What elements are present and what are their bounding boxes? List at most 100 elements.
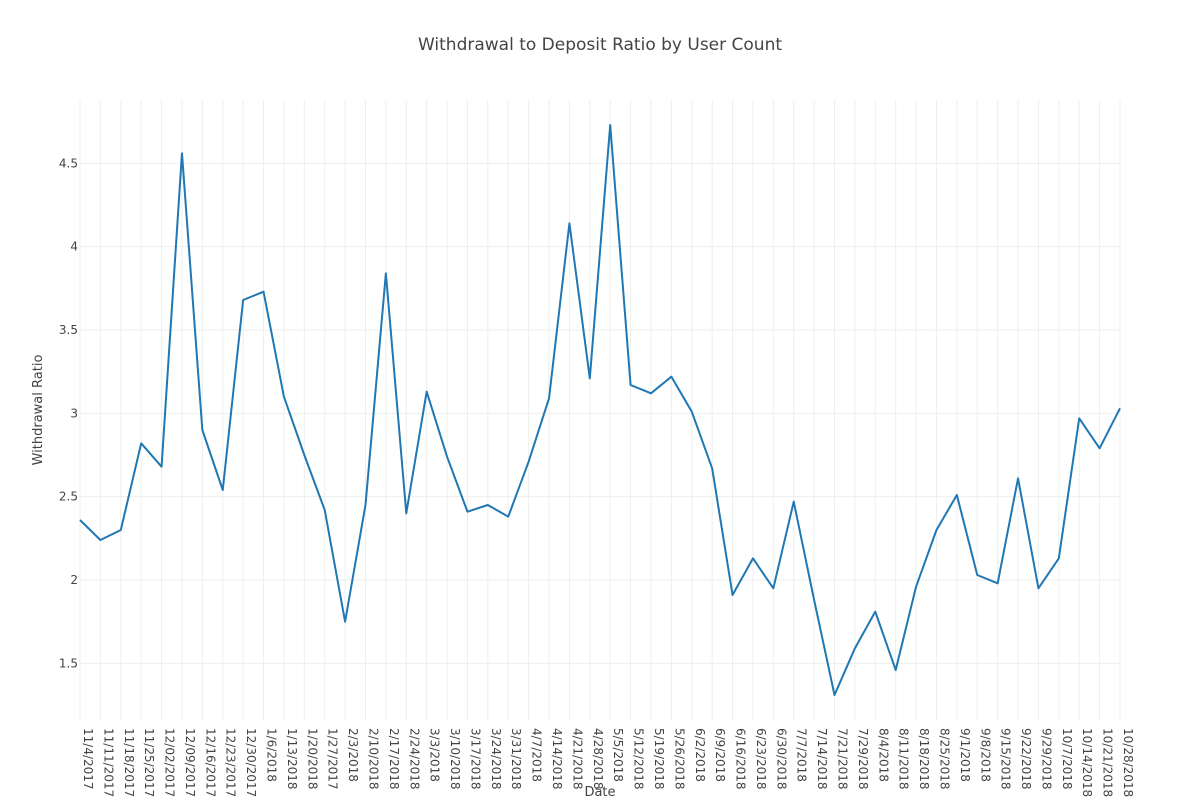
x-tick-label: 1/13/2018 bbox=[285, 728, 299, 790]
x-tick-label: 8/4/2018 bbox=[876, 728, 890, 782]
x-tick-label: 8/18/2018 bbox=[917, 728, 931, 790]
data-point[interactable] bbox=[342, 619, 348, 625]
data-point[interactable] bbox=[587, 375, 593, 381]
x-tick-labels: 11/4/2017 11/11/2017 11/18/2017 11/25/2017 1… bbox=[81, 728, 1135, 797]
chart-title: Withdrawal to Deposit Ratio by User Coun… bbox=[418, 35, 782, 55]
x-tick-label: 3/31/2018 bbox=[509, 728, 523, 790]
x-tick-label: 3/24/2018 bbox=[489, 728, 503, 790]
data-point[interactable] bbox=[566, 220, 572, 226]
y-tick-label: 3 bbox=[70, 406, 78, 420]
data-point[interactable] bbox=[546, 395, 552, 401]
data-point[interactable] bbox=[77, 517, 83, 523]
x-tick-label: 9/1/2018 bbox=[958, 728, 972, 782]
data-point[interactable] bbox=[118, 527, 124, 533]
data-point[interactable] bbox=[505, 514, 511, 520]
data-point[interactable] bbox=[485, 502, 491, 508]
data-point[interactable] bbox=[770, 585, 776, 591]
data-point[interactable] bbox=[179, 150, 185, 156]
data-point[interactable] bbox=[281, 394, 287, 400]
x-tick-label: 12/02/2017 bbox=[163, 728, 177, 797]
x-tick-label: 2/24/2018 bbox=[407, 728, 421, 790]
data-point[interactable] bbox=[995, 580, 1001, 586]
data-point[interactable] bbox=[709, 465, 715, 471]
data-point[interactable] bbox=[1097, 445, 1103, 451]
data-point[interactable] bbox=[1056, 555, 1062, 561]
data-point[interactable] bbox=[444, 454, 450, 460]
data-point[interactable] bbox=[424, 389, 430, 395]
x-tick-label: 11/18/2017 bbox=[122, 728, 136, 797]
x-tick-label: 1/20/2018 bbox=[305, 728, 319, 790]
x-tick-label: 6/9/2018 bbox=[713, 728, 727, 782]
data-point[interactable] bbox=[607, 122, 613, 128]
data-point[interactable] bbox=[1076, 415, 1082, 421]
x-tick-label: 4/28/2018 bbox=[591, 728, 605, 790]
x-tick-label: 9/8/2018 bbox=[978, 728, 992, 782]
y-tick-label: 4 bbox=[70, 240, 78, 254]
x-tick-label: 7/14/2018 bbox=[815, 728, 829, 790]
y-tick-label: 3.5 bbox=[59, 323, 78, 337]
x-tick-label: 9/22/2018 bbox=[1019, 728, 1033, 790]
data-point[interactable] bbox=[750, 555, 756, 561]
series-line bbox=[79, 124, 1121, 696]
x-tick-label: 2/17/2018 bbox=[387, 728, 401, 790]
data-point[interactable] bbox=[322, 507, 328, 513]
data-point[interactable] bbox=[1015, 475, 1021, 481]
x-tick-label: 9/29/2018 bbox=[1039, 728, 1053, 790]
x-tick-label: 11/4/2017 bbox=[81, 728, 95, 790]
data-point[interactable] bbox=[261, 289, 267, 295]
data-point[interactable] bbox=[811, 597, 817, 603]
data-point[interactable] bbox=[872, 609, 878, 615]
y-tick-label: 1.5 bbox=[59, 656, 78, 670]
data-point[interactable] bbox=[974, 572, 980, 578]
data-point[interactable] bbox=[199, 427, 205, 433]
series-line-group bbox=[77, 122, 1123, 698]
data-point[interactable] bbox=[1035, 585, 1041, 591]
data-point[interactable] bbox=[383, 270, 389, 276]
data-point[interactable] bbox=[138, 440, 144, 446]
x-tick-label: 11/25/2017 bbox=[142, 728, 156, 797]
data-point[interactable] bbox=[464, 509, 470, 515]
x-tick-label: 12/16/2017 bbox=[203, 728, 217, 797]
x-tick-label: 5/5/2018 bbox=[611, 728, 625, 782]
data-point[interactable] bbox=[791, 499, 797, 505]
data-point[interactable] bbox=[1117, 405, 1123, 411]
data-point[interactable] bbox=[832, 692, 838, 698]
y-tick-label: 2 bbox=[70, 573, 78, 587]
x-tick-label: 10/14/2018 bbox=[1080, 728, 1094, 797]
data-point[interactable] bbox=[893, 667, 899, 673]
data-point[interactable] bbox=[648, 390, 654, 396]
x-tick-label: 5/19/2018 bbox=[652, 728, 666, 790]
x-tick-label: 12/09/2017 bbox=[183, 728, 197, 797]
data-point[interactable] bbox=[689, 409, 695, 415]
x-tick-label: 3/3/2018 bbox=[428, 728, 442, 782]
x-tick-label: 5/26/2018 bbox=[672, 728, 686, 790]
y-tick-labels: 1.5 2 2.5 3 3.5 4 4.5 bbox=[59, 156, 78, 670]
data-point[interactable] bbox=[220, 487, 226, 493]
data-point[interactable] bbox=[913, 584, 919, 590]
data-point[interactable] bbox=[628, 382, 634, 388]
x-tick-label: 11/11/2017 bbox=[101, 728, 115, 797]
y-tick-label: 2.5 bbox=[59, 490, 78, 504]
x-tick-label: 6/23/2018 bbox=[754, 728, 768, 790]
data-point[interactable] bbox=[159, 464, 165, 470]
data-point[interactable] bbox=[301, 452, 307, 458]
data-point[interactable] bbox=[954, 492, 960, 498]
data-point[interactable] bbox=[668, 374, 674, 380]
x-tick-label: 6/2/2018 bbox=[693, 728, 707, 782]
data-point[interactable] bbox=[240, 297, 246, 303]
x-tick-label: 1/6/2018 bbox=[265, 728, 279, 782]
data-point[interactable] bbox=[852, 645, 858, 651]
x-tick-label: 4/21/2018 bbox=[570, 728, 584, 790]
x-axis-title: Date bbox=[584, 785, 615, 800]
x-tick-label: 7/7/2018 bbox=[795, 728, 809, 782]
data-point[interactable] bbox=[526, 459, 532, 465]
data-point[interactable] bbox=[362, 502, 368, 508]
x-tick-label: 10/21/2018 bbox=[1101, 728, 1115, 797]
data-point[interactable] bbox=[97, 537, 103, 543]
x-tick-label: 8/11/2018 bbox=[897, 728, 911, 790]
data-point[interactable] bbox=[730, 592, 736, 598]
x-tick-label: 7/21/2018 bbox=[836, 728, 850, 790]
data-point[interactable] bbox=[933, 527, 939, 533]
data-point[interactable] bbox=[403, 510, 409, 516]
